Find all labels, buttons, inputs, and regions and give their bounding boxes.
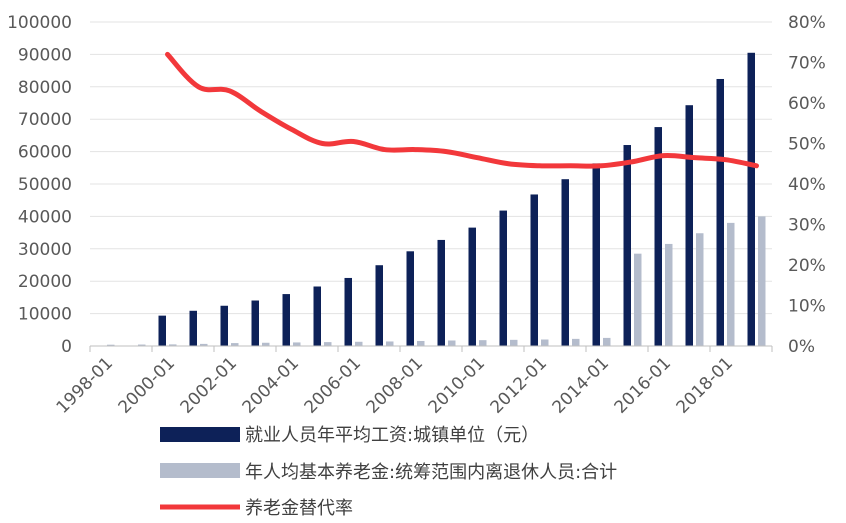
y-right-tick-labels: 0% 10% 20% 30% 40% 50% 60% 70% 80% (788, 13, 826, 357)
bar-wage (251, 300, 259, 346)
y-right-tick-label: 30% (788, 216, 826, 236)
bar-wage (220, 305, 228, 346)
y-left-tick-label: 90000 (18, 45, 72, 65)
bar-pension (107, 344, 115, 346)
bar-pension (324, 342, 332, 346)
y-left-tick-label: 70000 (18, 110, 72, 130)
legend-label-pension: 年人均基本养老金:统筹范围内离退休人员:合计 (245, 462, 617, 483)
y-right-tick-label: 60% (788, 94, 826, 114)
bar-wage (158, 315, 166, 346)
line-series (165, 51, 759, 169)
bar-wage (468, 227, 476, 346)
bar-pension (510, 339, 518, 346)
bar-pension (293, 342, 301, 346)
y-left-tick-label: 10000 (18, 305, 72, 325)
bar-wage (623, 145, 631, 346)
y-left-tick-label: 0 (61, 337, 72, 357)
bar-pension (479, 340, 487, 346)
bar-wage (530, 194, 538, 346)
bar-pension (417, 340, 425, 346)
line-replacement-rate (165, 51, 759, 169)
bar-wage (189, 310, 197, 346)
bar-wage (747, 52, 755, 346)
legend-swatch-pension (160, 463, 240, 478)
bar-pension (696, 233, 704, 346)
bars (107, 52, 766, 347)
bar-wage (592, 163, 600, 346)
bar-wage (344, 277, 352, 346)
bar-wage (437, 239, 445, 346)
y-left-tick-label: 20000 (18, 272, 72, 292)
x-tick-label: 2006-01 (301, 353, 365, 417)
y-right-tick-label: 80% (788, 13, 826, 33)
bar-pension (200, 343, 208, 346)
bar-pension (727, 222, 735, 346)
y-right-tick-label: 50% (788, 135, 826, 155)
bar-pension (386, 341, 394, 346)
bar-pension (448, 340, 456, 346)
axes (89, 345, 773, 352)
y-left-tick-label: 80000 (18, 78, 72, 98)
y-left-tick-label: 50000 (18, 175, 72, 195)
y-right-tick-label: 20% (788, 256, 826, 276)
y-right-tick-label: 40% (788, 175, 826, 195)
bar-wage (406, 251, 414, 346)
y-right-tick-label: 10% (788, 297, 826, 317)
x-tick-label: 2012-01 (487, 353, 551, 417)
bar-pension (758, 216, 766, 346)
x-tick-label: 2016-01 (611, 353, 675, 417)
y-left-tick-label: 100000 (7, 13, 72, 33)
x-tick-labels: 1998-012000-012002-012004-012006-012008-… (53, 353, 737, 417)
bar-pension (572, 338, 580, 346)
bar-wage (716, 78, 724, 347)
legend-swatch-wage (160, 427, 240, 442)
bar-pension (355, 341, 363, 346)
x-tick-label: 2018-01 (673, 353, 737, 417)
bar-wage (282, 294, 290, 346)
bar-wage (375, 265, 383, 346)
bar-pension (231, 343, 239, 346)
legend-label-wage: 就业人员年平均工资:城镇单位（元） (245, 425, 539, 446)
bar-wage (561, 179, 569, 346)
bar-wage (685, 105, 693, 346)
bar-pension (262, 342, 270, 346)
y-left-tick-label: 60000 (18, 143, 72, 163)
bar-pension (169, 344, 177, 346)
bar-pension (634, 253, 642, 346)
bar-pension (138, 344, 146, 346)
bar-pension (541, 339, 549, 346)
x-tick-label: 2008-01 (363, 353, 427, 417)
bar-wage (499, 210, 507, 346)
y-right-tick-label: 0% (788, 337, 815, 357)
y-left-tick-labels: 0 10000 20000 30000 40000 50000 60000 70000 8000… (7, 13, 72, 357)
x-tick-label: 2014-01 (549, 353, 613, 417)
x-tick-label: 2002-01 (177, 353, 241, 417)
bar-wage (654, 127, 662, 346)
x-tick-label: 2004-01 (239, 353, 303, 417)
x-tick-label: 2000-01 (115, 353, 179, 417)
y-left-tick-label: 30000 (18, 240, 72, 260)
bar-pension (603, 337, 611, 346)
legend-label-replacement-rate: 养老金替代率 (245, 498, 353, 519)
x-tick-label: 1998-01 (53, 353, 117, 417)
x-tick-label: 2010-01 (425, 353, 489, 417)
y-right-tick-label: 70% (788, 54, 826, 74)
y-left-tick-label: 40000 (18, 207, 72, 227)
bar-wage (313, 286, 321, 346)
bar-pension (665, 243, 673, 346)
legend: 就业人员年平均工资:城镇单位（元） 年人均基本养老金:统筹范围内离退休人员:合计… (160, 425, 617, 519)
